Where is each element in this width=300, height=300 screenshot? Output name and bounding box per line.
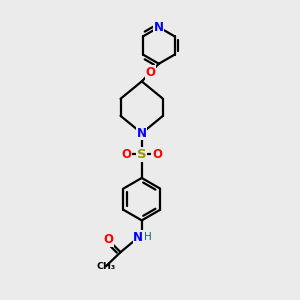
Text: S: S xyxy=(137,148,147,161)
Text: O: O xyxy=(103,233,113,246)
Text: O: O xyxy=(152,148,162,161)
Text: O: O xyxy=(122,148,131,161)
Text: CH₃: CH₃ xyxy=(96,262,116,271)
Text: N: N xyxy=(137,127,147,140)
Text: H: H xyxy=(144,232,152,242)
Text: N: N xyxy=(154,21,164,34)
Text: N: N xyxy=(133,231,143,244)
Text: O: O xyxy=(145,66,155,79)
